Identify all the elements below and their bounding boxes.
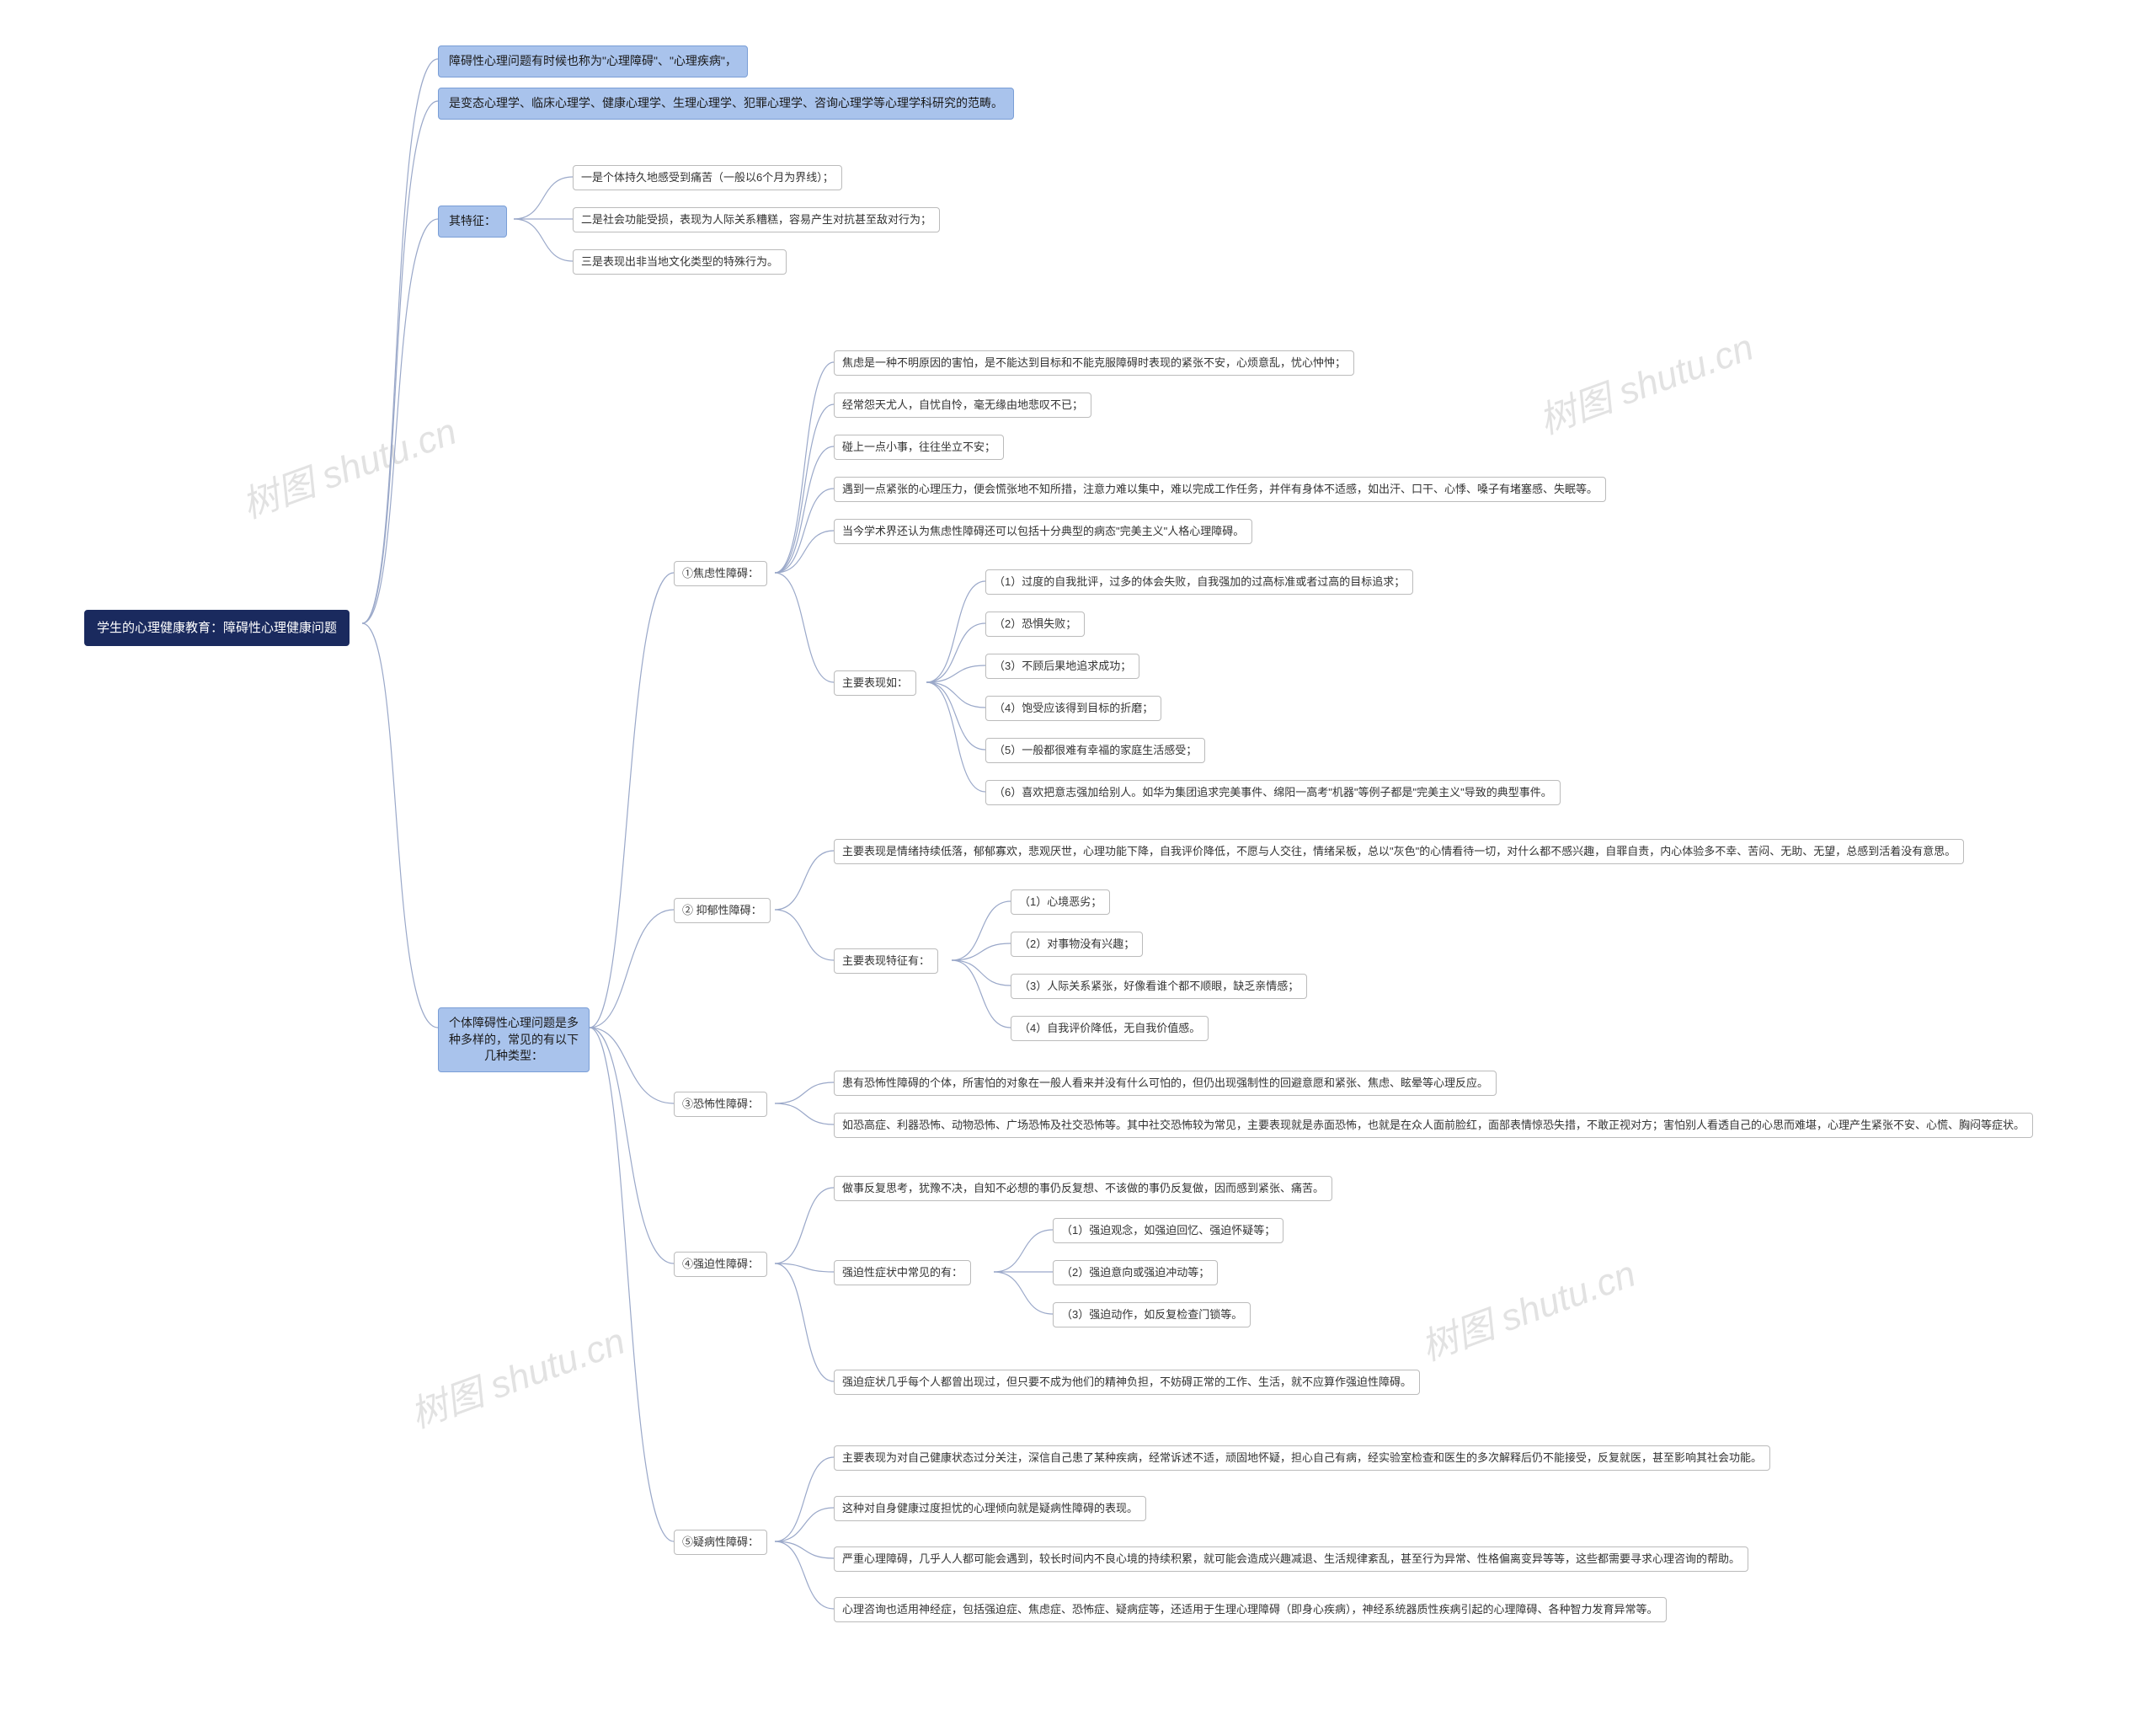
t2-main-label[interactable]: 主要表现特征有： (834, 948, 938, 974)
mindmap-canvas: 树图 shutu.cn 树图 shutu.cn 树图 shutu.cn 树图 s… (0, 0, 2156, 1720)
t4-i1[interactable]: 做事反复思考，犹豫不决，自知不必想的事仍反复想、不该做的事仍反复做，因而感到紧张… (834, 1176, 1332, 1201)
branch-b4[interactable]: 个体障碍性心理问题是多种多样的，常见的有以下几种类型： (438, 1007, 590, 1072)
t3-i1[interactable]: 患有恐怖性障碍的个体，所害怕的对象在一般人看来并没有什么可怕的，但仍出现强制性的… (834, 1071, 1497, 1096)
type-t4[interactable]: ④强迫性障碍： (674, 1252, 767, 1277)
branch-b2[interactable]: 是变态心理学、临床心理学、健康心理学、生理心理学、犯罪心理学、咨询心理学等心理学… (438, 88, 1014, 120)
t1-m5[interactable]: （5）一般都很难有幸福的家庭生活感受； (985, 738, 1205, 763)
t2-desc[interactable]: 主要表现是情绪持续低落，郁郁寡欢，悲观厌世，心理功能下降，自我评价降低，不愿与人… (834, 839, 1964, 864)
branch-b3[interactable]: 其特征： (438, 206, 507, 238)
t5-i3[interactable]: 严重心理障碍，几乎人人都可能会遇到，较长时间内不良心境的持续积累，就可能会造成兴… (834, 1546, 1748, 1572)
t4-s3[interactable]: （3）强迫动作，如反复检查门锁等。 (1053, 1302, 1251, 1327)
t1-i2[interactable]: 经常怨天尤人，自忧自怜，毫无缘由地悲叹不已； (834, 393, 1091, 418)
t1-m6[interactable]: （6）喜欢把意志强加给别人。如华为集团追求完美事件、绵阳一高考"机器"等例子都是… (985, 780, 1561, 805)
t1-m1[interactable]: （1）过度的自我批评，过多的体会失败，自我强加的过高标准或者过高的目标追求； (985, 569, 1413, 595)
watermark: 树图 shutu.cn (402, 1311, 631, 1438)
watermark: 树图 shutu.cn (1412, 1243, 1641, 1370)
t4-sub-label[interactable]: 强迫性症状中常见的有： (834, 1260, 971, 1285)
t2-m1[interactable]: （1）心境恶劣； (1011, 889, 1110, 915)
t5-i1[interactable]: 主要表现为对自己健康状态过分关注，深信自己患了某种疾病，经常诉述不适，顽固地怀疑… (834, 1445, 1770, 1471)
t5-i4[interactable]: 心理咨询也适用神经症，包括强迫症、焦虑症、恐怖症、疑病症等，还适用于生理心理障碍… (834, 1597, 1667, 1622)
b3-c1[interactable]: 一是个体持久地感受到痛苦（一般以6个月为界线）； (573, 165, 842, 190)
b3-c3[interactable]: 三是表现出非当地文化类型的特殊行为。 (573, 249, 787, 275)
type-t5[interactable]: ⑤疑病性障碍： (674, 1530, 767, 1555)
t1-main-label[interactable]: 主要表现如： (834, 670, 916, 696)
t1-i1[interactable]: 焦虑是一种不明原因的害怕，是不能达到目标和不能克服障碍时表现的紧张不安，心烦意乱… (834, 350, 1354, 376)
branch-b1[interactable]: 障碍性心理问题有时候也称为"心理障碍"、"心理疾病"， (438, 45, 748, 77)
t2-m3[interactable]: （3）人际关系紧张，好像看谁个都不顺眼，缺乏亲情感； (1011, 974, 1307, 999)
root-node[interactable]: 学生的心理健康教育：障碍性心理健康问题 (84, 610, 350, 646)
b3-c2[interactable]: 二是社会功能受损，表现为人际关系糟糕，容易产生对抗甚至敌对行为； (573, 207, 940, 232)
t4-i2[interactable]: 强迫症状几乎每个人都曾出现过，但只要不成为他们的精神负担，不妨碍正常的工作、生活… (834, 1370, 1420, 1395)
t5-i2[interactable]: 这种对自身健康过度担忧的心理倾向就是疑病性障碍的表现。 (834, 1496, 1146, 1521)
watermark: 树图 shutu.cn (1530, 317, 1759, 444)
t2-m2[interactable]: （2）对事物没有兴趣； (1011, 932, 1143, 957)
watermark: 树图 shutu.cn (233, 401, 462, 528)
t1-i3[interactable]: 碰上一点小事，往往坐立不安； (834, 435, 1004, 460)
t2-m4[interactable]: （4）自我评价降低，无自我价值感。 (1011, 1016, 1209, 1041)
type-t3[interactable]: ③恐怖性障碍： (674, 1092, 767, 1117)
type-t2[interactable]: ② 抑郁性障碍： (674, 898, 771, 923)
t1-m4[interactable]: （4）饱受应该得到目标的折磨； (985, 696, 1161, 721)
type-t1[interactable]: ①焦虑性障碍： (674, 561, 767, 586)
t1-i4[interactable]: 遇到一点紧张的心理压力，便会慌张地不知所措，注意力难以集中，难以完成工作任务，并… (834, 477, 1606, 502)
t3-i2[interactable]: 如恐高症、利器恐怖、动物恐怖、广场恐怖及社交恐怖等。其中社交恐怖较为常见，主要表… (834, 1113, 2033, 1138)
t1-m2[interactable]: （2）恐惧失败； (985, 612, 1085, 637)
t1-i5[interactable]: 当今学术界还认为焦虑性障碍还可以包括十分典型的病态"完美主义"人格心理障碍。 (834, 519, 1252, 544)
t4-s2[interactable]: （2）强迫意向或强迫冲动等； (1053, 1260, 1218, 1285)
t4-s1[interactable]: （1）强迫观念，如强迫回忆、强迫怀疑等； (1053, 1218, 1283, 1243)
t1-m3[interactable]: （3）不顾后果地追求成功； (985, 654, 1139, 679)
